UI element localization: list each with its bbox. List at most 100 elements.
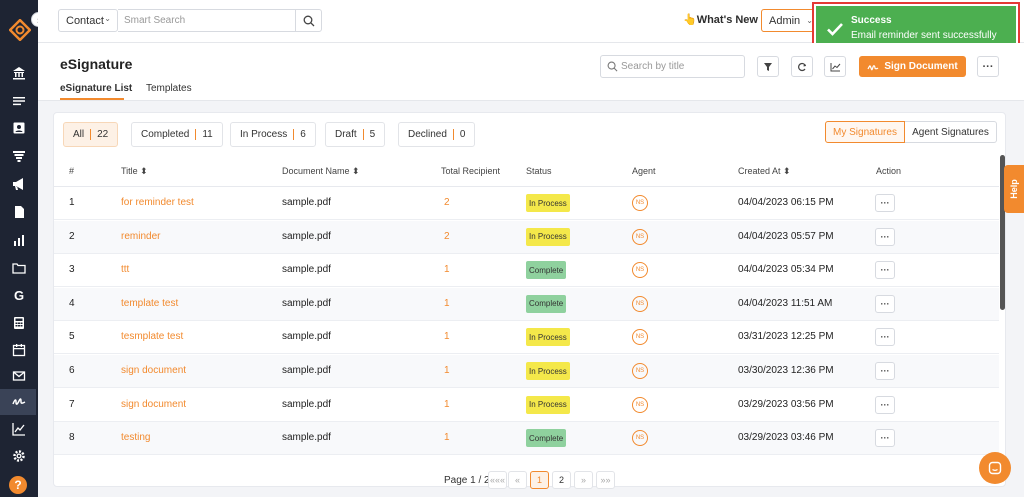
table-row: 1 for reminder test sample.pdf 2 In Process N…: [54, 187, 999, 220]
row-created-at: 03/30/2023 12:36 PM: [738, 365, 834, 376]
agent-avatar: NS: [632, 329, 648, 346]
row-title-link[interactable]: sign document: [121, 365, 187, 376]
row-action-button[interactable]: ···: [875, 395, 895, 414]
help-circle-icon[interactable]: ?: [9, 476, 27, 494]
agent-avatar: NS: [632, 363, 648, 379]
row-action-button[interactable]: ···: [875, 429, 895, 448]
row-title-link[interactable]: for reminder test: [121, 197, 194, 208]
filter-declined[interactable]: Declined 0: [398, 122, 476, 147]
col-header-document-name[interactable]: Document Name ⬍: [282, 166, 360, 176]
chat-icon: [988, 461, 1002, 475]
row-recipient-count[interactable]: 2: [444, 230, 450, 242]
row-action-button[interactable]: ···: [875, 261, 895, 280]
calendar-icon[interactable]: [9, 341, 29, 359]
row-title-link[interactable]: sign document: [121, 398, 187, 410]
analytics-button[interactable]: [824, 56, 846, 77]
sidebar: G ?: [0, 0, 38, 497]
app-logo[interactable]: [9, 19, 31, 41]
whats-new-link[interactable]: 👆What's New: [683, 14, 758, 26]
gear-icon[interactable]: [9, 447, 29, 465]
last-page-button[interactable]: »»: [596, 471, 615, 489]
agent-avatar: NS: [632, 430, 648, 447]
row-recipient-count[interactable]: 1: [444, 398, 450, 410]
table-header-divider: [54, 186, 999, 187]
row-title-link[interactable]: template test: [121, 297, 179, 309]
title-search-input[interactable]: Search by title: [600, 55, 745, 78]
folder-icon[interactable]: [9, 259, 29, 277]
col-header-status: Status: [526, 166, 552, 176]
row-recipient-count[interactable]: 1: [444, 264, 450, 276]
funnel-icon[interactable]: [9, 147, 29, 165]
status-badge: In Process: [526, 395, 570, 414]
admin-dropdown[interactable]: Admin ⌄: [761, 9, 816, 32]
help-tab[interactable]: Help: [1004, 165, 1024, 213]
mail-icon[interactable]: [9, 367, 29, 385]
row-created-at: 04/04/2023 05:57 PM: [738, 230, 834, 242]
chat-button[interactable]: [979, 452, 1011, 484]
filter-button[interactable]: [757, 56, 779, 77]
filter-label: Declined: [408, 129, 447, 140]
row-recipient-count[interactable]: 1: [444, 297, 450, 309]
tab-esignature-list[interactable]: eSignature List: [60, 83, 133, 94]
row-recipient-count[interactable]: 1: [444, 331, 450, 343]
next-page-button[interactable]: »: [574, 471, 593, 489]
col-header-created-at[interactable]: Created At ⬍: [738, 166, 791, 176]
megaphone-icon[interactable]: [9, 175, 29, 193]
row-title-link[interactable]: tesmplate test: [121, 331, 184, 343]
agent-avatar: NS: [632, 295, 648, 312]
row-action-button[interactable]: ···: [875, 294, 895, 313]
filter-in-process[interactable]: In Process 6: [230, 122, 316, 147]
smart-search-input[interactable]: Smart Search: [118, 9, 296, 32]
search-icon: [303, 15, 314, 26]
row-action-button[interactable]: ···: [875, 328, 895, 347]
checkmark-icon: [827, 23, 843, 36]
bar-chart-icon[interactable]: [9, 231, 29, 249]
table-scrollbar[interactable]: [1000, 155, 1005, 310]
row-recipient-count[interactable]: 2: [444, 197, 450, 208]
calculator-icon[interactable]: [9, 314, 29, 332]
row-recipient-count[interactable]: 1: [444, 365, 450, 376]
refresh-icon: [798, 62, 807, 71]
filter-completed[interactable]: Completed 11: [131, 122, 223, 147]
table-row: 3 ttt sample.pdf 1 Complete NS 04/04/2023 05:3…: [54, 254, 999, 288]
status-badge: Complete: [526, 429, 567, 448]
row-recipient-count[interactable]: 1: [444, 432, 450, 444]
row-title-link[interactable]: ttt: [121, 264, 130, 276]
bank-icon[interactable]: [9, 64, 29, 82]
line-chart-icon[interactable]: [9, 420, 29, 438]
list-icon[interactable]: [9, 92, 29, 110]
my-signatures-toggle[interactable]: My Signatures: [825, 121, 905, 143]
row-action-button[interactable]: ···: [875, 227, 895, 246]
row-document-name: sample.pdf: [282, 297, 331, 309]
row-number: 3: [69, 264, 75, 276]
tab-templates[interactable]: Templates: [146, 83, 192, 94]
agent-signatures-toggle[interactable]: Agent Signatures: [905, 121, 997, 143]
row-created-at: 04/04/2023 06:15 PM: [738, 197, 834, 208]
refresh-button[interactable]: [791, 56, 813, 77]
contact-card-icon[interactable]: [9, 119, 29, 137]
sign-document-button[interactable]: Sign Document: [859, 56, 966, 77]
row-created-at: 03/29/2023 03:56 PM: [738, 398, 834, 410]
row-action-button[interactable]: ···: [875, 362, 895, 380]
search-button[interactable]: [295, 9, 322, 32]
filter-count: 22: [97, 129, 109, 140]
row-title-link[interactable]: reminder: [121, 230, 161, 242]
filter-draft[interactable]: Draft 5: [325, 122, 386, 147]
col-header-title[interactable]: Title ⬍: [121, 166, 148, 176]
first-page-button[interactable]: «««: [488, 471, 507, 489]
signature-icon: [867, 64, 879, 70]
page-button-2[interactable]: 2: [552, 471, 571, 489]
signature-icon[interactable]: [9, 393, 29, 411]
google-icon[interactable]: G: [13, 287, 25, 303]
prev-page-button[interactable]: «: [508, 471, 527, 489]
row-action-button[interactable]: ···: [875, 194, 895, 212]
document-icon[interactable]: [9, 203, 29, 221]
more-options-button[interactable]: ···: [977, 56, 999, 77]
contact-dropdown-label: Contact: [66, 14, 104, 27]
row-title-link[interactable]: testing: [121, 432, 151, 444]
page-button-1[interactable]: 1: [530, 471, 549, 489]
contact-dropdown[interactable]: Contact ⌄: [58, 9, 118, 32]
row-document-name: sample.pdf: [282, 197, 331, 208]
filter-all[interactable]: All 22: [63, 122, 119, 147]
status-badge: In Process: [526, 227, 570, 246]
